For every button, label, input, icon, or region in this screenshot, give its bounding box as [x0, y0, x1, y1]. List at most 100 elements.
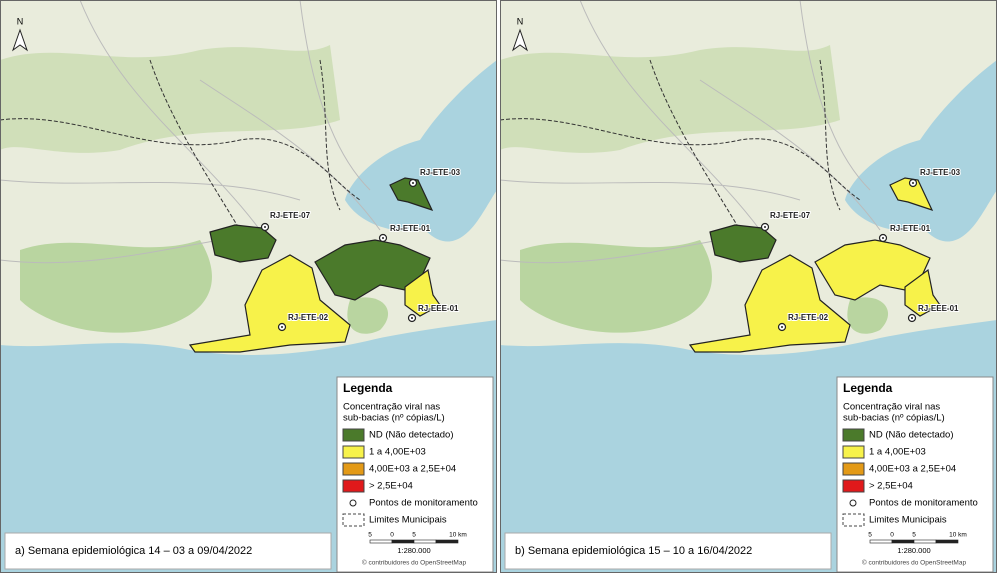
legend-swatch — [842, 445, 865, 459]
station-label: RJ-ETE-01 — [390, 224, 431, 233]
forest — [20, 240, 212, 333]
forest — [347, 297, 389, 334]
legend-subtitle: Concentração viral nas — [343, 402, 440, 413]
north-arrow — [12, 28, 28, 52]
legend-swatch — [342, 428, 365, 442]
forest — [847, 297, 889, 334]
legend-label: 1 a 4,00E+03 — [869, 447, 926, 458]
sub-basin — [188, 254, 351, 353]
monitoring-point-dot — [882, 237, 884, 239]
bay — [845, 60, 997, 242]
legend-swatch — [842, 428, 865, 442]
sub-basin — [889, 177, 934, 212]
monitoring-point-dot — [382, 237, 384, 239]
sub-basin — [389, 177, 434, 212]
legend-subtitle: sub-bacias (nº cópias/L) — [843, 413, 945, 424]
scale-label: 5 — [868, 532, 872, 539]
legend-swatch — [342, 479, 365, 493]
caption: b) Semana epidemiológica 15 – 10 a 16/04… — [515, 545, 752, 557]
scale-label: 5 — [412, 532, 416, 539]
municipal-limits — [0, 59, 361, 231]
monitoring-point-dot — [264, 226, 266, 228]
monitoring-point-dot — [281, 326, 283, 328]
station-label: RJ-ETE-03 — [920, 168, 961, 177]
scale-bar — [391, 539, 415, 544]
sub-basin — [404, 268, 441, 317]
legend-point — [349, 499, 357, 507]
legend-limits — [842, 513, 865, 527]
station-label: RJ-EEE-01 — [918, 304, 959, 313]
monitoring-point-dot — [912, 182, 914, 184]
scale-ratio: 1:280.000 — [897, 546, 930, 555]
scale-bar — [435, 539, 459, 544]
scale-label: 10 km — [449, 532, 467, 539]
roads — [0, 0, 381, 264]
forest — [0, 45, 340, 153]
legend-swatch — [342, 445, 365, 459]
credit: © contribuidores do OpenStreetMap — [362, 559, 467, 567]
scale-bar — [891, 539, 915, 544]
roads — [500, 0, 881, 264]
legend-label: Limites Municipais — [869, 515, 947, 526]
scale-label: 5 — [912, 532, 916, 539]
legend-point — [849, 499, 857, 507]
station-label: RJ-ETE-02 — [288, 313, 329, 322]
legend-swatch — [842, 462, 865, 476]
station-label: RJ-ETE-07 — [270, 211, 311, 220]
forest — [500, 45, 840, 153]
north-label: N — [17, 16, 24, 26]
monitoring-point-dot — [411, 317, 413, 319]
map-panel: RJ-ETE-03 RJ-ETE-07 RJ-ETE-01 RJ-ETE-02 RJ-E… — [0, 0, 497, 573]
legend-title: Legenda — [843, 381, 893, 395]
caption: a) Semana epidemiológica 14 – 03 a 09/04… — [15, 545, 252, 557]
map-panel: RJ-ETE-03 RJ-ETE-07 RJ-ETE-01 RJ-ETE-02 RJ-E… — [500, 0, 997, 573]
legend-title: Legenda — [343, 381, 393, 395]
station-label: RJ-ETE-07 — [770, 211, 811, 220]
station-label: RJ-ETE-03 — [420, 168, 461, 177]
legend-label: > 2,5E+04 — [869, 481, 913, 492]
monitoring-point-dot — [781, 326, 783, 328]
station-label: RJ-EEE-01 — [418, 304, 459, 313]
caption-box — [504, 532, 832, 570]
legend-label: 4,00E+03 a 2,5E+04 — [869, 464, 956, 475]
bay — [345, 60, 497, 242]
scale-bar — [413, 539, 437, 544]
legend-label: > 2,5E+04 — [369, 481, 413, 492]
credit: © contribuidores do OpenStreetMap — [862, 559, 967, 567]
legend-swatch — [342, 462, 365, 476]
sub-basin — [209, 224, 277, 263]
legend-subtitle: sub-bacias (nº cópias/L) — [343, 413, 445, 424]
north-label: N — [517, 16, 524, 26]
sub-basin — [904, 268, 941, 317]
scale-bar — [913, 539, 937, 544]
legend-label: Limites Municipais — [369, 515, 447, 526]
legend-label: 1 a 4,00E+03 — [369, 447, 426, 458]
monitoring-point-dot — [412, 182, 414, 184]
legend-label: Pontos de monitoramento — [869, 498, 978, 509]
municipal-limits — [500, 59, 861, 231]
monitoring-point-dot — [911, 317, 913, 319]
legend-label: Pontos de monitoramento — [369, 498, 478, 509]
scale-label: 0 — [390, 532, 394, 539]
sub-basin — [688, 254, 851, 353]
legend-label: ND (Não detectado) — [369, 430, 453, 441]
legend-label: ND (Não detectado) — [869, 430, 953, 441]
station-label: RJ-ETE-02 — [788, 313, 829, 322]
scale-bar — [935, 539, 959, 544]
caption-box — [4, 532, 332, 570]
monitoring-point-dot — [764, 226, 766, 228]
legend-limits — [342, 513, 365, 527]
legend-label: 4,00E+03 a 2,5E+04 — [369, 464, 456, 475]
scale-bar — [869, 539, 893, 544]
sub-basin — [709, 224, 777, 263]
legend-subtitle: Concentração viral nas — [843, 402, 940, 413]
scale-ratio: 1:280.000 — [397, 546, 430, 555]
scale-bar — [369, 539, 393, 544]
scale-label: 10 km — [949, 532, 967, 539]
forest — [520, 240, 712, 333]
station-label: RJ-ETE-01 — [890, 224, 931, 233]
scale-label: 5 — [368, 532, 372, 539]
legend-swatch — [842, 479, 865, 493]
north-arrow — [512, 28, 528, 52]
